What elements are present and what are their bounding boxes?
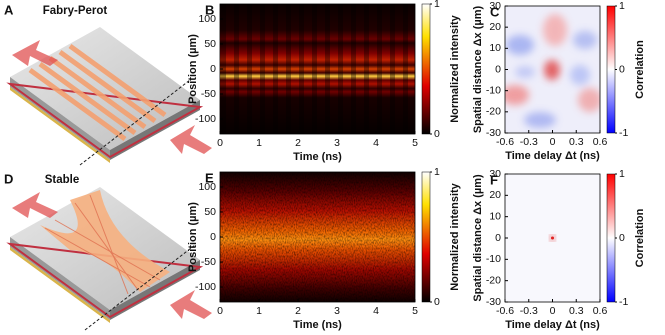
y-tick-label: 0 — [210, 231, 216, 243]
y-tick-label: -100 — [195, 113, 216, 125]
colorbar-tick-label: 0 — [434, 128, 440, 140]
y-tick-label: 20 — [489, 189, 501, 201]
heatmap-c — [505, 6, 600, 133]
y-tick-label: -50 — [201, 88, 216, 100]
x-tick-label: 1 — [256, 137, 262, 149]
colorbar — [606, 173, 616, 303]
colorbar-tick-label: 1 — [619, 0, 625, 12]
illustration-d — [6, 187, 212, 331]
x-tick-label: 0.6 — [593, 136, 608, 148]
y-tick-label: 100 — [198, 13, 216, 25]
y-tick-label: 0 — [495, 232, 501, 244]
colorbar-tick-label: -1 — [619, 296, 628, 308]
y-tick-label: -30 — [486, 127, 501, 139]
x-axis-title: Time delay Δt (ns) — [505, 150, 600, 162]
x-tick-label: -0.3 — [520, 305, 538, 317]
y-tick-label: -20 — [486, 274, 501, 286]
colorbar-tick-label: 0 — [619, 232, 625, 244]
colorbar-title: Normalized intensity — [449, 182, 461, 290]
colorbar-tick-label: 0 — [619, 63, 625, 75]
heatmap-e — [220, 172, 415, 302]
panel-label: B — [205, 2, 214, 17]
colorbar-title: Correlation — [634, 208, 646, 267]
x-tick-label: 3 — [334, 137, 340, 149]
y-tick-label: 0 — [210, 63, 216, 75]
colorbar-tick-label: -1 — [619, 127, 628, 139]
colorbar-title: Correlation — [634, 40, 646, 99]
y-tick-label: -10 — [486, 253, 501, 265]
colorbar — [606, 5, 616, 134]
y-tick-label: 20 — [489, 21, 501, 33]
y-tick-label: 100 — [198, 181, 216, 193]
y-tick-label: 30 — [489, 0, 501, 12]
x-tick-label: 1 — [256, 305, 262, 317]
panel-label: D — [4, 171, 13, 186]
y-tick-label: -30 — [486, 296, 501, 308]
y-axis-title: Spatial distance Δx (µm) — [472, 6, 484, 134]
colorbar — [421, 171, 431, 303]
x-axis-title: Time (ns) — [293, 319, 342, 331]
colorbar-title: Normalized intensity — [449, 14, 461, 122]
x-tick-label: -0.6 — [496, 136, 514, 148]
heatmap-f — [505, 174, 600, 302]
illustration-a — [6, 27, 212, 166]
y-tick-label: 30 — [489, 168, 501, 180]
x-tick-label: -0.6 — [496, 305, 514, 317]
x-tick-label: 0 — [550, 136, 556, 148]
y-tick-label: 10 — [489, 42, 501, 54]
x-tick-label: 2 — [295, 305, 301, 317]
panel-label: F — [490, 172, 498, 187]
x-tick-label: -0.3 — [520, 136, 538, 148]
x-tick-label: 3 — [334, 305, 340, 317]
x-tick-label: 0 — [217, 137, 223, 149]
x-tick-label: 5 — [412, 305, 418, 317]
panel-label: A — [4, 2, 14, 17]
colorbar — [421, 3, 431, 135]
x-tick-label: 2 — [295, 137, 301, 149]
x-axis-title: Time (ns) — [293, 151, 342, 163]
panel-label: C — [490, 4, 500, 19]
y-tick-label: -10 — [486, 84, 501, 96]
colorbar-tick-label: 1 — [434, 166, 440, 178]
y-axis-title: Position (µm) — [187, 34, 199, 104]
x-tick-label: 4 — [373, 137, 379, 149]
panel-title: Fabry-Perot — [43, 5, 108, 17]
panel-title: Stable — [45, 174, 80, 186]
y-tick-label: -50 — [201, 256, 216, 268]
x-tick-label: 0 — [550, 305, 556, 317]
heatmap-b — [220, 4, 415, 134]
y-tick-label: 10 — [489, 210, 501, 222]
x-axis-title: Time delay Δt (ns) — [505, 319, 600, 331]
x-tick-label: 5 — [412, 137, 418, 149]
x-tick-label: 0.3 — [569, 136, 584, 148]
y-tick-label: 50 — [204, 206, 216, 218]
panel-label: E — [205, 170, 214, 185]
y-tick-label: -20 — [486, 106, 501, 118]
y-tick-label: 0 — [495, 63, 501, 75]
colorbar-tick-label: 0 — [434, 296, 440, 308]
x-tick-label: 0 — [217, 305, 223, 317]
colorbar-tick-label: 1 — [434, 0, 440, 10]
x-tick-label: 0.6 — [593, 305, 608, 317]
x-tick-label: 4 — [373, 305, 379, 317]
y-axis-title: Position (µm) — [187, 202, 199, 272]
y-axis-title: Spatial distance Δx (µm) — [472, 174, 484, 302]
y-tick-label: -100 — [195, 281, 216, 293]
colorbar-tick-label: 1 — [619, 168, 625, 180]
x-tick-label: 0.3 — [569, 305, 584, 317]
y-tick-label: 50 — [204, 38, 216, 50]
